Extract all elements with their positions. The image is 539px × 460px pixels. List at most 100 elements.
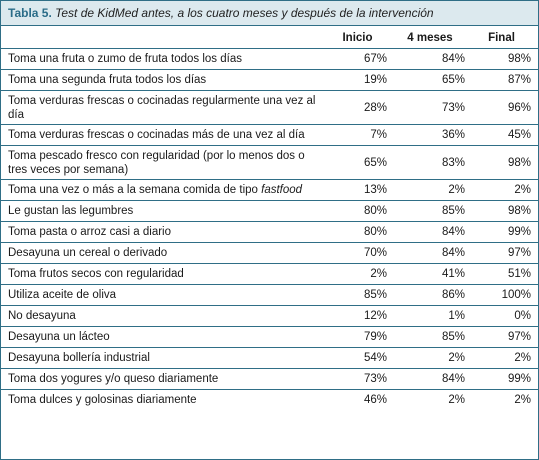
cell-final: 99% [473, 221, 538, 243]
table-row: Toma una vez o más a la semana comida de… [1, 179, 538, 201]
cell-final: 97% [473, 326, 538, 348]
table-row: Le gustan las legumbres 80% 85% 98% [1, 200, 538, 222]
row-label: Toma pescado fresco con regularidad (por… [1, 145, 328, 180]
cell-final: 98% [473, 145, 538, 180]
row-label: Toma verduras frescas o cocinadas más de… [1, 124, 328, 146]
cell-4-meses: 41% [395, 263, 473, 285]
cell-inicio: 65% [328, 145, 395, 180]
cell-inicio: 73% [328, 368, 395, 390]
row-label: Desayuna bollería industrial [1, 347, 328, 369]
row-label: Utiliza aceite de oliva [1, 284, 328, 306]
row-label: Toma dos yogures y/o queso diariamente [1, 368, 328, 390]
cell-final: 2% [473, 347, 538, 369]
cell-inicio: 12% [328, 305, 395, 327]
table-row: Desayuna bollería industrial 54% 2% 2% [1, 347, 538, 369]
caption-title: Test de KidMed antes, a los cuatro meses… [55, 6, 434, 20]
table-row: Toma dulces y golosinas diariamente 46% 2%… [1, 389, 538, 410]
cell-4-meses: 85% [395, 200, 473, 222]
table-row: Toma dos yogures y/o queso diariamente 73… [1, 368, 538, 390]
cell-inicio: 85% [328, 284, 395, 306]
row-label-text: Toma pasta o arroz casi a diario [8, 226, 171, 238]
row-label-text: Utiliza aceite de oliva [8, 289, 117, 301]
cell-final: 98% [473, 48, 538, 70]
header-inicio: Inicio [328, 27, 395, 49]
cell-4-meses: 65% [395, 69, 473, 91]
table-row: Toma una fruta o zumo de fruta todos los… [1, 48, 538, 70]
cell-inicio: 2% [328, 263, 395, 285]
cell-final: 2% [473, 389, 538, 410]
cell-final: 2% [473, 179, 538, 201]
cell-4-meses: 83% [395, 145, 473, 180]
table-row: Desayuna un lácteo 79% 85% 97% [1, 326, 538, 348]
caption-label: Tabla 5. [8, 6, 52, 20]
cell-final: 96% [473, 90, 538, 125]
header-4-meses: 4 meses [395, 27, 473, 49]
cell-inicio: 80% [328, 200, 395, 222]
row-label: Le gustan las legumbres [1, 200, 328, 222]
cell-4-meses: 84% [395, 368, 473, 390]
row-label-text: Toma una fruta o zumo de fruta todos los… [8, 53, 242, 65]
row-label-text: Desayuna un lácteo [8, 331, 110, 343]
cell-4-meses: 84% [395, 242, 473, 264]
table-row: Toma frutos secos con regularidad 2% 41% 51… [1, 263, 538, 285]
cell-4-meses: 86% [395, 284, 473, 306]
cell-4-meses: 1% [395, 305, 473, 327]
row-label-text: Toma verduras frescas o cocinadas regula… [8, 94, 316, 121]
cell-inicio: 7% [328, 124, 395, 146]
cell-final: 98% [473, 200, 538, 222]
table-row: Toma verduras frescas o cocinadas regula… [1, 90, 538, 125]
row-label-text: Desayuna bollería industrial [8, 352, 150, 364]
cell-4-meses: 85% [395, 326, 473, 348]
cell-inicio: 70% [328, 242, 395, 264]
cell-4-meses: 36% [395, 124, 473, 146]
cell-4-meses: 2% [395, 179, 473, 201]
cell-inicio: 79% [328, 326, 395, 348]
table-row: Toma pescado fresco con regularidad (por… [1, 145, 538, 180]
row-label-text: Toma dulces y golosinas diariamente [8, 394, 197, 406]
row-label: Toma dulces y golosinas diariamente [1, 389, 328, 410]
table-row: Utiliza aceite de oliva 85% 86% 100% [1, 284, 538, 306]
row-label: Toma verduras frescas o cocinadas regula… [1, 90, 328, 125]
row-label: Toma una vez o más a la semana comida de… [1, 179, 328, 201]
table-row: No desayuna 12% 1% 0% [1, 305, 538, 327]
row-label-text: No desayuna [8, 310, 76, 322]
row-label: Toma una fruta o zumo de fruta todos los… [1, 48, 328, 70]
cell-final: 51% [473, 263, 538, 285]
table-row: Toma verduras frescas o cocinadas más de… [1, 124, 538, 146]
row-label-text: Toma frutos secos con regularidad [8, 268, 184, 280]
cell-4-meses: 2% [395, 389, 473, 410]
row-label-text: Toma verduras frescas o cocinadas más de… [8, 129, 305, 141]
row-label-italic: fastfood [261, 184, 303, 196]
table-caption: Tabla 5. Test de KidMed antes, a los cua… [1, 1, 538, 26]
row-label: Toma una segunda fruta todos los días [1, 69, 328, 91]
header-empty [1, 27, 328, 49]
row-label-text: Le gustan las legumbres [8, 205, 134, 217]
cell-inicio: 28% [328, 90, 395, 125]
cell-final: 45% [473, 124, 538, 146]
row-label-text: Toma pescado fresco con regularidad (por… [8, 149, 305, 176]
cell-inicio: 13% [328, 179, 395, 201]
cell-final: 99% [473, 368, 538, 390]
cell-inicio: 46% [328, 389, 395, 410]
cell-inicio: 80% [328, 221, 395, 243]
row-label-text: Toma una vez o más a la semana comida de… [8, 184, 262, 196]
table-row: Desayuna un cereal o derivado 70% 84% 97% [1, 242, 538, 264]
table-row: Toma pasta o arroz casi a diario 80% 84% 99… [1, 221, 538, 243]
table-row: Toma una segunda fruta todos los días 19%… [1, 69, 538, 91]
row-label: Desayuna un cereal o derivado [1, 242, 328, 264]
kidmed-table: Inicio 4 meses Final Toma una fruta o zu… [1, 27, 538, 410]
row-label-text: Toma dos yogures y/o queso diariamente [8, 373, 219, 385]
row-label: Toma pasta o arroz casi a diario [1, 221, 328, 243]
cell-final: 0% [473, 305, 538, 327]
cell-inicio: 19% [328, 69, 395, 91]
row-label: Desayuna un lácteo [1, 326, 328, 348]
header-row: Inicio 4 meses Final [1, 27, 538, 49]
cell-final: 87% [473, 69, 538, 91]
cell-final: 100% [473, 284, 538, 306]
cell-4-meses: 2% [395, 347, 473, 369]
row-label-text: Toma una segunda fruta todos los días [8, 74, 207, 86]
cell-inicio: 54% [328, 347, 395, 369]
cell-4-meses: 84% [395, 221, 473, 243]
row-label-text: Desayuna un cereal o derivado [8, 247, 168, 259]
